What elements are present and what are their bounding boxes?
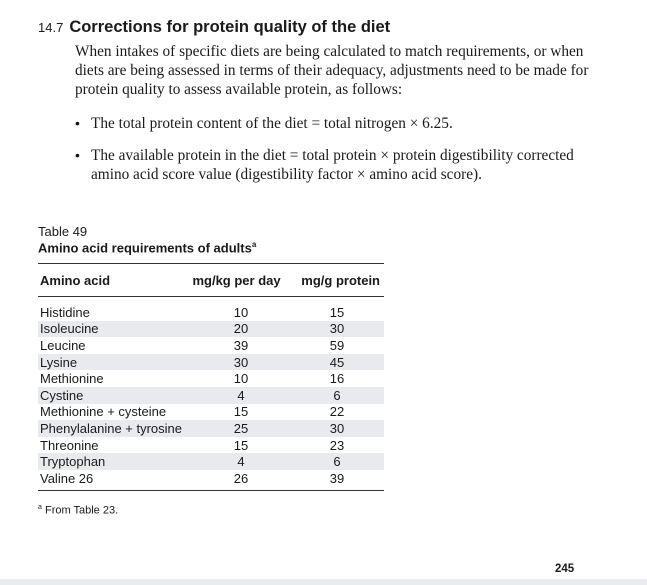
table-row: Methionine + cysteine 15 22 bbox=[38, 404, 384, 421]
table-row: Leucine 39 59 bbox=[38, 337, 384, 354]
cell-amino-acid: Leucine bbox=[40, 337, 86, 353]
table-row: Methionine 10 16 bbox=[38, 370, 384, 387]
table-header-row: Amino acid mg/kg per day mg/g protein bbox=[38, 264, 384, 297]
cell-amino-acid: Threonine bbox=[40, 437, 99, 453]
table-caption: Amino acid requirements of adultsa bbox=[38, 240, 256, 255]
table-caption-text: Amino acid requirements of adults bbox=[38, 240, 252, 256]
cell-mg-kg-day: 10 bbox=[233, 371, 249, 387]
column-header-mg-kg-day: mg/kg per day bbox=[192, 272, 281, 288]
table-body: Histidine 10 15 Isoleucine 20 30 Leucine 39 59… bbox=[38, 297, 384, 491]
column-header-mg-g-protein: mg/g protein bbox=[301, 272, 380, 288]
cell-mg-g-protein: 6 bbox=[333, 387, 341, 403]
table-row: Cystine 4 6 bbox=[38, 386, 384, 404]
table-row: Lysine 30 45 bbox=[38, 353, 384, 371]
cell-mg-kg-day: 25 bbox=[233, 420, 249, 436]
cell-amino-acid: Methionine + cysteine bbox=[40, 404, 167, 420]
table-row: Threonine 15 23 bbox=[38, 437, 384, 454]
bullet-list: • The total protein content of the diet … bbox=[75, 114, 590, 197]
cell-mg-g-protein: 30 bbox=[329, 321, 345, 337]
bullet-icon: • bbox=[75, 147, 80, 163]
section-title: Corrections for protein quality of the d… bbox=[69, 18, 391, 36]
cell-mg-kg-day: 30 bbox=[233, 354, 249, 370]
bullet-item: • The total protein content of the diet … bbox=[75, 114, 590, 133]
cell-amino-acid: Histidine bbox=[40, 304, 90, 320]
table-row: Valine 26 26 39 bbox=[38, 470, 384, 487]
caption-note-marker: a bbox=[251, 240, 257, 249]
bullet-item: • The available protein in the diet = to… bbox=[75, 146, 590, 184]
bullet-text: The available protein in the diet = tota… bbox=[91, 147, 574, 183]
bullet-icon: • bbox=[75, 115, 80, 131]
table-row: Histidine 10 15 bbox=[38, 304, 384, 321]
cell-mg-kg-day: 15 bbox=[233, 404, 249, 420]
section-number: 14.7 bbox=[38, 20, 64, 35]
cell-amino-acid: Isoleucine bbox=[40, 321, 99, 337]
table-row: Tryptophan 4 6 bbox=[38, 453, 384, 470]
cell-mg-kg-day: 4 bbox=[237, 387, 245, 403]
page-number: 245 bbox=[555, 563, 575, 575]
cell-mg-g-protein: 22 bbox=[329, 404, 345, 420]
cell-mg-kg-day: 26 bbox=[233, 470, 249, 486]
cell-mg-kg-day: 20 bbox=[233, 321, 249, 337]
cell-mg-g-protein: 23 bbox=[329, 437, 345, 453]
cell-amino-acid: Valine 26 bbox=[40, 470, 94, 486]
table-row: Phenylalanine + tyrosine 25 30 bbox=[38, 420, 384, 437]
intro-paragraph: When intakes of specific diets are being… bbox=[75, 43, 589, 98]
cell-amino-acid: Phenylalanine + tyrosine bbox=[40, 420, 183, 436]
section-heading: 14.7 Corrections for protein quality of t… bbox=[38, 11, 390, 39]
cell-mg-g-protein: 59 bbox=[329, 337, 345, 353]
table-row: Isoleucine 20 30 bbox=[38, 320, 384, 338]
table-footnote: a From Table 23. bbox=[38, 504, 118, 517]
cell-mg-g-protein: 45 bbox=[329, 354, 345, 370]
cell-amino-acid: Cystine bbox=[40, 387, 84, 403]
cell-mg-g-protein: 16 bbox=[329, 371, 345, 387]
table-label: Table 49 bbox=[38, 224, 88, 239]
table-top-rule bbox=[38, 263, 384, 264]
bullet-text: The total protein content of the diet = … bbox=[91, 115, 453, 132]
footnote-marker: a bbox=[38, 504, 42, 511]
column-header-amino-acid: Amino acid bbox=[40, 272, 111, 288]
cell-mg-g-protein: 15 bbox=[329, 304, 345, 320]
cell-mg-g-protein: 6 bbox=[333, 454, 341, 470]
page-bottom-edge bbox=[0, 579, 647, 585]
amino-acid-table: Amino acid mg/kg per day mg/g protein Hi… bbox=[38, 263, 384, 491]
cell-mg-g-protein: 30 bbox=[329, 420, 345, 436]
cell-mg-kg-day: 15 bbox=[233, 437, 249, 453]
cell-amino-acid: Lysine bbox=[40, 354, 78, 370]
footnote-text: From Table 23. bbox=[44, 504, 119, 517]
cell-mg-kg-day: 4 bbox=[237, 454, 245, 470]
cell-amino-acid: Tryptophan bbox=[40, 454, 106, 470]
cell-mg-g-protein: 39 bbox=[329, 470, 345, 486]
cell-mg-kg-day: 39 bbox=[233, 337, 249, 353]
cell-mg-kg-day: 10 bbox=[233, 304, 249, 320]
cell-amino-acid: Methionine bbox=[40, 371, 104, 387]
